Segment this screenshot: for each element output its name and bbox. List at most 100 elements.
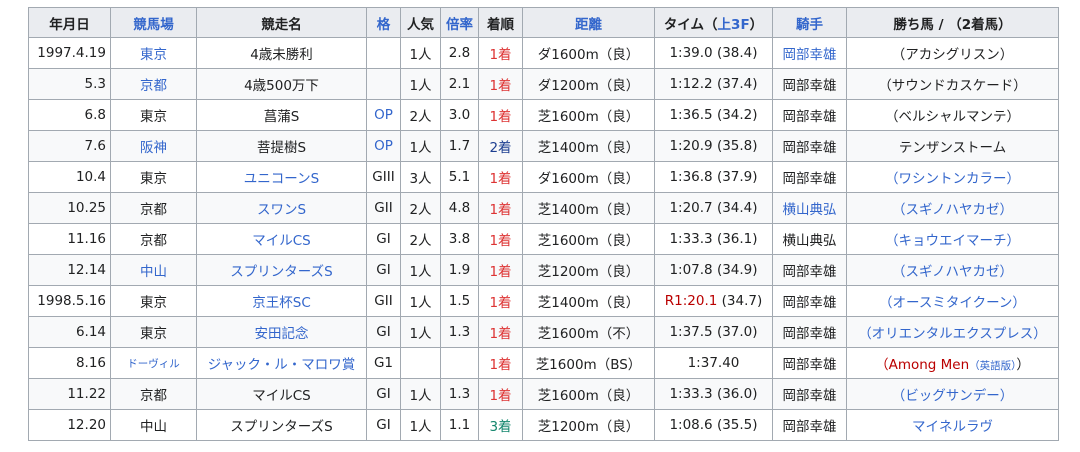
cell: 1:08.6 (35.5) bbox=[654, 409, 773, 441]
race-table: 年月日 競馬場 競走名格人気 倍率 着順 距離 タイム（上3F） 騎手 勝ち馬 / （2着馬） … bbox=[28, 7, 1059, 441]
column-header: 人気 bbox=[400, 7, 441, 38]
link-text[interactable]: ジャック・ル・マロワ賞 bbox=[207, 357, 356, 373]
link-text[interactable]: （スギノハヤカゼ） bbox=[892, 202, 1013, 218]
cell: 1着 bbox=[478, 347, 523, 379]
cell: 1998.5.16 bbox=[28, 285, 111, 317]
cell: 1着 bbox=[478, 99, 523, 131]
link-text[interactable]: 騎手 bbox=[796, 16, 823, 33]
cell: 3.0 bbox=[440, 99, 479, 131]
link-text[interactable]: （スギノハヤカゼ） bbox=[892, 264, 1013, 280]
link-text[interactable]: マイネルラヴ bbox=[912, 419, 993, 435]
cell: 芝1200m（良） bbox=[522, 254, 655, 286]
link-text[interactable]: 東京 bbox=[140, 47, 167, 63]
link-text: 1着 bbox=[489, 264, 512, 280]
cell: 1人 bbox=[400, 254, 441, 286]
link-text[interactable]: 上3F bbox=[717, 16, 750, 33]
cell: 1.1 bbox=[440, 409, 479, 441]
cell: 1.7 bbox=[440, 130, 479, 162]
link-text[interactable]: 横山典弘 bbox=[782, 202, 837, 218]
cell: （アカシグリスン） bbox=[846, 37, 1059, 69]
cell: 菖蒲S bbox=[196, 99, 367, 131]
link-text[interactable]: 距離 bbox=[575, 16, 602, 33]
link-text[interactable]: （オリエンタルエクスプレス） bbox=[858, 326, 1047, 342]
race-row: 11.16 京都 マイルCS GI 2人 3.8 1着 芝1600m（良） 1:33.3 (36… bbox=[28, 223, 1059, 255]
link-text: 2着 bbox=[489, 140, 512, 156]
cell: GII bbox=[366, 192, 401, 224]
link-text: 1着 bbox=[489, 202, 512, 218]
cell: 1:20.9 (35.8) bbox=[654, 130, 773, 162]
link-text[interactable]: 岡部幸雄 bbox=[782, 47, 837, 63]
cell: 岡部幸雄 bbox=[772, 409, 847, 441]
cell: 1:20.7 (34.4) bbox=[654, 192, 773, 224]
link-text: （ bbox=[875, 357, 889, 373]
link-text[interactable]: スプリンターズS bbox=[230, 264, 333, 280]
cell: GI bbox=[366, 254, 401, 286]
cell: 安田記念 bbox=[196, 316, 367, 348]
link-text[interactable]: （オースミタイクーン） bbox=[879, 295, 1026, 311]
cell: 11.22 bbox=[28, 378, 111, 410]
link-text[interactable]: 阪神 bbox=[140, 140, 167, 156]
cell: 1人 bbox=[400, 37, 441, 69]
table-body: 1997.4.19 東京 4歳未勝利 1人 2.8 1着 ダ1600m（良） 1:39.0 (… bbox=[28, 37, 1059, 441]
cell: マイネルラヴ bbox=[846, 409, 1059, 441]
link-text[interactable]: 安田記念 bbox=[254, 326, 309, 342]
cell: 中山 bbox=[110, 409, 197, 441]
link-text[interactable]: （ワシントンカラー） bbox=[885, 171, 1020, 187]
column-header: 騎手 bbox=[772, 7, 847, 38]
link-text[interactable]: 京都 bbox=[140, 78, 167, 94]
cell: 1着 bbox=[478, 285, 523, 317]
column-header: 競馬場 bbox=[110, 7, 197, 38]
cell: 京都 bbox=[110, 68, 197, 100]
cell: 1人 bbox=[400, 409, 441, 441]
race-row: 10.25 京都 スワンS GII 2人 4.8 1着 芝1400m（良） 1:20.7 (34… bbox=[28, 192, 1059, 224]
race-row: 6.14 東京 安田記念 GI 1人 1.3 1着 芝1600m（不） 1:37.5 (37.0… bbox=[28, 316, 1059, 348]
link-text[interactable]: 中山 bbox=[140, 264, 167, 280]
link-text[interactable]: OP bbox=[374, 138, 393, 154]
cell: 1着 bbox=[478, 254, 523, 286]
cell bbox=[400, 347, 441, 379]
cell: 1:36.8 (37.9) bbox=[654, 161, 773, 193]
link-text[interactable]: 倍率 bbox=[446, 16, 473, 33]
cell: （スギノハヤカゼ） bbox=[846, 254, 1059, 286]
column-header: 距離 bbox=[522, 7, 655, 38]
link-text[interactable]: スワンS bbox=[256, 202, 307, 218]
text: 人気 bbox=[407, 16, 434, 33]
cell: 東京 bbox=[110, 99, 197, 131]
cell: 1.9 bbox=[440, 254, 479, 286]
race-row: 12.20 中山 スプリンターズS GI 1人 1.1 3着 芝1200m（良） 1:08.6 … bbox=[28, 409, 1059, 441]
link-text[interactable]: （ビッグサンデー） bbox=[891, 388, 1014, 404]
cell: （Among Men（英語版）） bbox=[846, 347, 1059, 379]
cell: 4.8 bbox=[440, 192, 479, 224]
link-text: 1着 bbox=[489, 233, 512, 249]
link-text[interactable]: （英語版） bbox=[969, 360, 1017, 372]
race-row: 10.4 東京 ユニコーンS GIII 3人 5.1 1着 ダ1600m（良） 1:36.8 (… bbox=[28, 161, 1059, 193]
cell: 岡部幸雄 bbox=[772, 378, 847, 410]
cell: （サウンドカスケード） bbox=[846, 68, 1059, 100]
link-text[interactable]: 格 bbox=[376, 16, 391, 33]
link-text[interactable]: 京王杯SC bbox=[252, 295, 311, 311]
cell: 3着 bbox=[478, 409, 523, 441]
cell: 岡部幸雄 bbox=[772, 130, 847, 162]
link-text[interactable]: OP bbox=[374, 107, 393, 123]
cell: 2人 bbox=[400, 223, 441, 255]
cell: 1997.4.19 bbox=[28, 37, 111, 69]
link-text[interactable]: ユニコーンS bbox=[243, 171, 320, 187]
cell: 岡部幸雄 bbox=[772, 99, 847, 131]
link-text[interactable]: （キョウエイマーチ） bbox=[885, 233, 1020, 249]
cell: 1:37.40 bbox=[654, 347, 773, 379]
cell: （ワシントンカラー） bbox=[846, 161, 1059, 193]
text: ） bbox=[749, 16, 764, 33]
cell: 12.20 bbox=[28, 409, 111, 441]
cell: 3.8 bbox=[440, 223, 479, 255]
link-text[interactable]: マイルCS bbox=[252, 233, 311, 249]
link-text[interactable]: ドーヴィル bbox=[127, 358, 180, 370]
race-row: 11.22 京都 マイルCS GI 1人 1.3 1着 芝1600m（良） 1:33.3 (36… bbox=[28, 378, 1059, 410]
cell: 芝1600m（良） bbox=[522, 99, 655, 131]
link-text[interactable]: 競馬場 bbox=[133, 16, 174, 33]
text: 着順 bbox=[487, 16, 514, 33]
cell: 1人 bbox=[400, 68, 441, 100]
column-header: タイム（上3F） bbox=[654, 7, 773, 38]
cell bbox=[366, 37, 401, 69]
cell: 岡部幸雄 bbox=[772, 254, 847, 286]
cell: ダ1600m（良） bbox=[522, 161, 655, 193]
